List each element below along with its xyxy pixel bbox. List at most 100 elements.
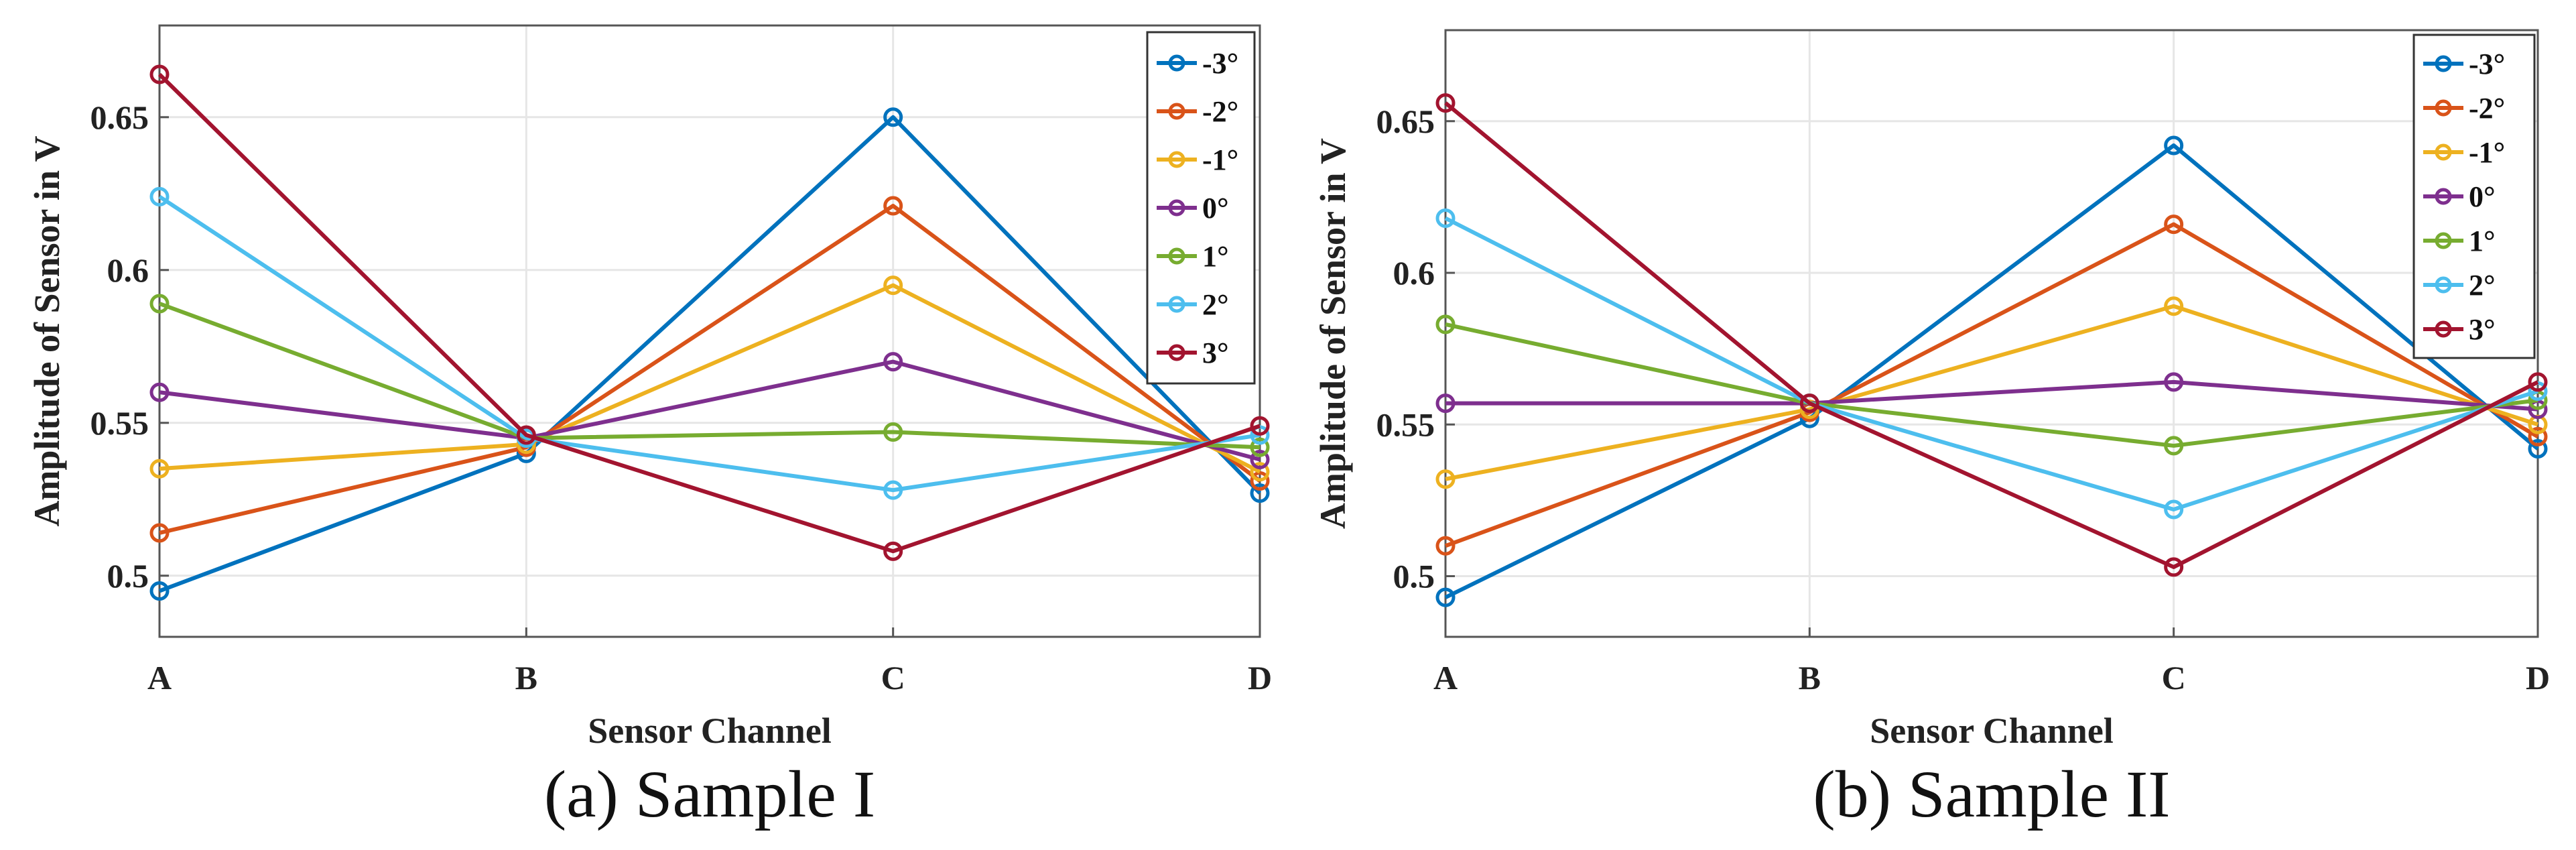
x-axis-label: Sensor Channel: [1870, 711, 2114, 751]
x-tick-label: D: [2526, 659, 2550, 696]
data-point: [1250, 450, 1270, 470]
data-point: [2528, 438, 2548, 459]
data-point: [1799, 393, 1819, 414]
legend-swatch-marker: [2435, 143, 2452, 161]
data-point: [883, 541, 903, 561]
legend-entry: 1°: [2469, 225, 2496, 257]
data-point: [1435, 587, 1456, 607]
series-line-5: [158, 194, 1261, 493]
legend-entry: 2°: [2469, 269, 2496, 302]
plot-area: [1445, 30, 2538, 637]
y-axis-label: Amplitude of Sensor in V: [27, 135, 67, 526]
data-point: [1435, 536, 1456, 556]
legend-entry: 2°: [1202, 288, 1229, 321]
legend-swatch-marker: [1168, 54, 1185, 72]
series-line-2: [1445, 304, 2538, 481]
legend-swatch-marker: [2435, 188, 2452, 205]
legend-swatch-marker: [1168, 199, 1185, 217]
y-axis-label: Amplitude of Sensor in V: [1313, 138, 1353, 529]
panel-caption: (a) Sample I: [544, 757, 875, 831]
data-point: [2164, 215, 2184, 235]
series-line-1: [1444, 222, 2539, 548]
legend-entry: 3°: [1202, 337, 1229, 369]
legend-entry: 0°: [1202, 192, 1229, 225]
series-line-4: [158, 302, 1261, 450]
data-point: [883, 196, 903, 216]
legend-entry: -1°: [2469, 136, 2505, 169]
y-tick-label: 0.5: [1393, 558, 1435, 595]
x-tick-label: B: [1799, 659, 1821, 696]
chart-panel-sample-1: 0.5 0.55 0.6 0.65 A B C D Sensor Channel Amplitud…: [27, 24, 1272, 831]
series-line-1: [159, 204, 1261, 535]
legend-swatch-marker: [2435, 232, 2452, 249]
legend-entry: 1°: [1202, 240, 1229, 273]
series-line-5: [1444, 216, 2538, 511]
data-point: [516, 425, 536, 445]
series-line-6: [1444, 101, 2539, 569]
y-tick-label: 0.65: [1376, 103, 1435, 140]
data-point: [149, 186, 170, 206]
series-line-0: [158, 115, 1262, 593]
data-point: [2164, 135, 2184, 156]
data-point: [883, 107, 903, 127]
data-point: [883, 352, 903, 372]
legend-entry: -3°: [1202, 47, 1238, 80]
data-point: [1250, 483, 1270, 503]
data-point: [883, 276, 903, 296]
data-point: [883, 480, 903, 500]
data-point: [1250, 416, 1270, 436]
data-point: [883, 422, 903, 442]
y-tick-label: 0.5: [107, 557, 149, 595]
data-point: [1435, 93, 1456, 113]
legend-swatch-marker: [1168, 103, 1185, 120]
legend-swatch-marker: [2435, 99, 2452, 117]
data-point: [2164, 499, 2184, 520]
series-line-3: [1445, 379, 2538, 412]
x-tick-label: B: [515, 659, 537, 696]
legend-swatch-marker: [2435, 55, 2452, 72]
data-point: [1435, 314, 1456, 335]
series-line-2: [159, 283, 1261, 474]
data-point: [149, 294, 170, 314]
data-point: [1435, 469, 1456, 489]
legend-entry: 3°: [2469, 313, 2496, 346]
x-tick-label: A: [147, 659, 172, 696]
legend-entry: -3°: [2469, 48, 2505, 80]
data-point: [1435, 208, 1456, 229]
data-point: [2528, 426, 2548, 446]
data-point: [149, 523, 170, 543]
axes-box: [158, 24, 1261, 638]
series-line-0: [1444, 143, 2539, 599]
panel-caption: (b) Sample II: [1813, 757, 2170, 831]
data-point: [149, 459, 170, 479]
y-tick-label: 0.55: [90, 404, 149, 442]
data-point: [2164, 296, 2184, 316]
data-point: [1250, 437, 1270, 457]
y-tick-label: 0.55: [1376, 406, 1435, 443]
x-tick-label: D: [1248, 659, 1272, 696]
chart-panel-sample-2: 0.5 0.55 0.6 0.65 A B C D Sensor Channel Amplitud…: [1313, 29, 2550, 831]
legend-entry: -2°: [1202, 95, 1238, 128]
plot-area: [159, 25, 1260, 637]
legend-swatch-marker: [2435, 320, 2452, 338]
legend-entry: -2°: [2469, 92, 2505, 125]
y-tick-label: 0.6: [107, 251, 149, 289]
data-point: [2164, 372, 2184, 392]
data-point: [2528, 372, 2548, 392]
data-point: [149, 64, 170, 84]
data-point: [149, 382, 170, 402]
data-point: [1250, 471, 1270, 491]
x-tick-label: C: [2162, 659, 2186, 696]
data-point: [149, 581, 170, 601]
legend-swatch-marker: [1168, 247, 1185, 265]
data-point: [2164, 557, 2184, 577]
legend-entry: -1°: [1202, 143, 1238, 176]
series-line-6: [157, 72, 1261, 554]
x-tick-label: A: [1433, 659, 1458, 696]
data-point: [1435, 393, 1456, 414]
legend-swatch-marker: [1168, 296, 1185, 313]
data-point: [1250, 462, 1270, 482]
x-axis-label: Sensor Channel: [588, 711, 832, 751]
y-tick-label: 0.65: [90, 99, 149, 136]
